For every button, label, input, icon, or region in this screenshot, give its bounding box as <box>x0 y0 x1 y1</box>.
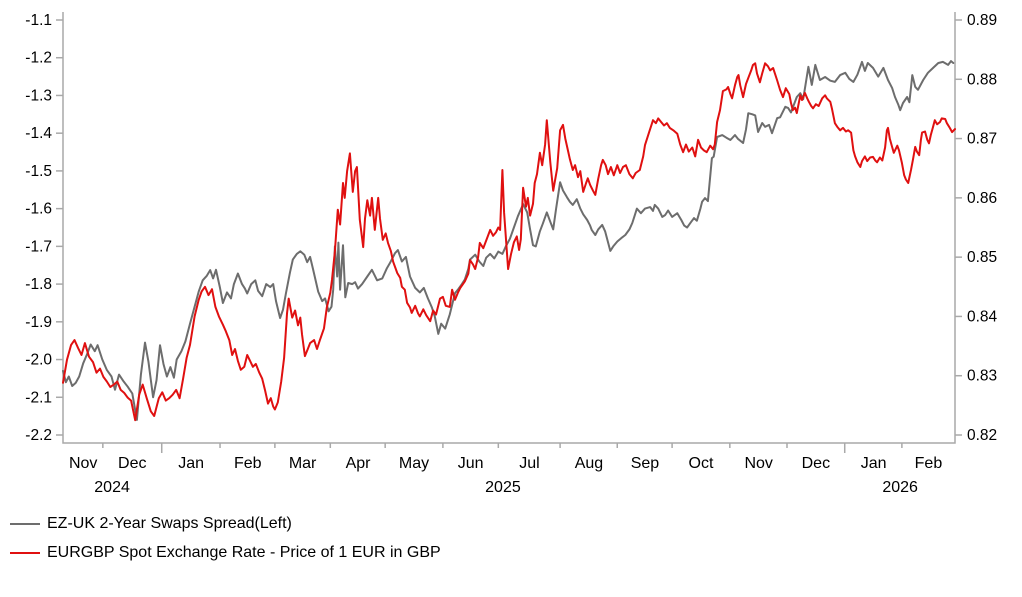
legend-item-swaps-spread: EZ-UK 2-Year Swaps Spread(Left) <box>10 514 441 534</box>
left-axis-tick-label: -2.2 <box>25 427 52 444</box>
right-axis-tick-label: 0.84 <box>967 308 998 325</box>
axis-frame <box>62 12 956 444</box>
x-axis-month-label: Jan <box>178 455 204 472</box>
x-axis-month-label: Oct <box>689 455 714 472</box>
axes <box>56 12 962 453</box>
chart-canvas: -1.1 -1.2 -1.3 -1.4 -1.5 -1.6 -1.7 -1.8 -1.9 -2.0… <box>25 12 998 496</box>
right-axis-tick-label: 0.89 <box>967 12 997 29</box>
left-axis-tick-label: -1.7 <box>25 238 52 255</box>
left-axis-tick-label: -1.1 <box>25 12 52 29</box>
left-axis-tick-label: -1.6 <box>25 201 52 218</box>
x-axis-month-label: May <box>399 455 429 472</box>
right-axis-tick-label: 0.88 <box>967 71 997 88</box>
left-axis-tick-label: -1.4 <box>25 125 52 142</box>
right-axis-tick-label: 0.86 <box>967 190 997 207</box>
x-axis-month-label: Nov <box>744 455 772 472</box>
left-axis-tick-label: -2.1 <box>25 389 52 406</box>
left-axis-tick-label: -1.5 <box>25 163 52 180</box>
x-axis-month-label: Sep <box>631 455 660 472</box>
x-axis-month-label: Jan <box>861 455 887 472</box>
left-axis-tick-label: -1.8 <box>25 276 52 293</box>
left-axis-tick-label: -1.3 <box>25 87 52 104</box>
x-axis-year-label: 2024 <box>94 479 130 496</box>
right-axis-tick-label: 0.83 <box>967 368 997 385</box>
x-axis-month-label: Jun <box>458 455 484 472</box>
x-axis-year-label: 2026 <box>882 479 918 496</box>
x-axis-month-label: Dec <box>802 455 830 472</box>
right-axis-tick-label: 0.87 <box>967 131 997 148</box>
legend-label-spread: EZ-UK 2-Year Swaps Spread(Left) <box>47 515 292 532</box>
legend-swatch-eurgbp-line <box>10 552 40 554</box>
x-axis-month-label: Dec <box>118 455 146 472</box>
left-axis-tick-label: -1.9 <box>25 314 52 331</box>
x-axis-month-label: Apr <box>346 455 372 472</box>
legend-swatch-spread-line <box>10 523 40 525</box>
x-axis-month-label: Jul <box>519 455 539 472</box>
left-axis-tick-label: -2.0 <box>25 352 52 369</box>
legend-item-eurgbp: EURGBP Spot Exchange Rate - Price of 1 E… <box>10 543 441 563</box>
legend: EZ-UK 2-Year Swaps Spread(Left) EURGBP S… <box>10 514 441 563</box>
x-axis-month-label: Nov <box>69 455 97 472</box>
legend-label-eurgbp: EURGBP Spot Exchange Rate - Price of 1 E… <box>47 544 441 561</box>
x-axis-year-label: 2025 <box>485 479 521 496</box>
spread-line <box>62 60 955 421</box>
x-axis-month-label: Aug <box>575 455 603 472</box>
x-axis-month-label: Feb <box>915 455 943 472</box>
x-axis-month-label: Mar <box>289 455 317 472</box>
x-axis-month-label: Feb <box>234 455 262 472</box>
right-axis-tick-label: 0.82 <box>967 427 997 444</box>
eurgbp-line <box>62 62 956 422</box>
right-axis-tick-label: 0.85 <box>967 249 997 266</box>
left-axis-tick-label: -1.2 <box>25 50 52 67</box>
